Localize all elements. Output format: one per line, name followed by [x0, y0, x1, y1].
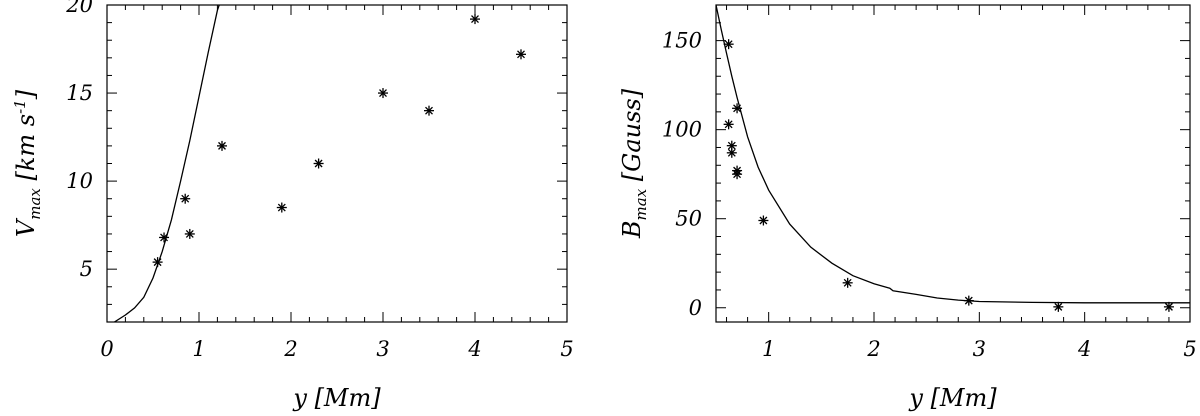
y-tick-label: 100 — [662, 118, 702, 142]
y-axis-unit: [Gauss] — [618, 88, 646, 189]
y-axis-label: Vmax [km s-1] — [11, 89, 44, 237]
data-point — [732, 103, 743, 114]
data-point — [1053, 301, 1064, 312]
data-point — [726, 147, 737, 158]
data-point — [313, 158, 324, 169]
data-point — [180, 193, 191, 204]
data-point — [723, 39, 734, 50]
y-axis-superscript: -1 — [11, 99, 29, 114]
y-axis-subscript: max — [632, 188, 650, 220]
y-tick-label: 15 — [66, 81, 93, 105]
y-tick-label: 20 — [65, 0, 93, 17]
model-curve — [114, 5, 220, 322]
data-point — [152, 257, 163, 268]
y-axis-variable: V — [12, 217, 40, 237]
x-tick-label: 1 — [762, 337, 775, 361]
data-point — [424, 105, 434, 116]
x-axis-unit: [Mm] — [931, 384, 998, 412]
x-tick-label: 3 — [376, 337, 389, 361]
data-point — [217, 140, 227, 151]
data-point — [723, 119, 734, 130]
y-tick-label: 50 — [675, 207, 702, 231]
y-axis-unit: [km s — [12, 114, 40, 188]
x-axis-variable: y — [908, 384, 930, 412]
plot-frame — [106, 4, 568, 323]
y-tick-label: 5 — [80, 257, 93, 281]
x-tick-label: 5 — [560, 337, 573, 361]
x-tick-label: 2 — [283, 337, 297, 361]
x-axis-unit: [Mm] — [315, 384, 382, 412]
x-tick-label: 2 — [866, 337, 880, 361]
y-axis-label: Bmax [Gauss] — [618, 88, 650, 239]
x-tick-label: 4 — [467, 337, 481, 361]
y-axis-subscript: max — [26, 188, 44, 220]
y-tick-label: 0 — [689, 296, 702, 320]
panel-velocity: 0 1 2 3 4 5 5 10 15 20 y [Mm] Vmax [km s-1] — [11, 0, 574, 412]
data-point — [184, 228, 195, 239]
x-axis-variable: y — [292, 384, 314, 412]
y-tick-label: 150 — [662, 29, 702, 53]
x-axis-label: y [Mm] — [292, 384, 381, 412]
data-point — [732, 169, 743, 180]
model-curve — [716, 5, 1190, 304]
x-tick-label: 5 — [1183, 337, 1196, 361]
data-point — [963, 295, 974, 306]
data-point — [159, 232, 170, 243]
x-tick-label: 3 — [973, 337, 986, 361]
data-point — [516, 49, 526, 60]
data-point — [276, 202, 287, 213]
x-tick-label: 1 — [192, 337, 205, 361]
y-tick-label: 10 — [66, 169, 93, 193]
x-tick-label: 0 — [100, 337, 113, 361]
plot-frame — [715, 4, 1191, 323]
y-axis-variable: B — [618, 220, 646, 239]
data-point — [1163, 301, 1174, 312]
x-axis-label: y [Mm] — [908, 384, 997, 412]
data-point — [758, 215, 769, 226]
data-point — [842, 277, 853, 288]
x-tick-label: 4 — [1077, 337, 1091, 361]
data-point — [470, 14, 480, 25]
data-point — [378, 88, 388, 99]
y-axis-unit-close: ] — [12, 89, 40, 100]
